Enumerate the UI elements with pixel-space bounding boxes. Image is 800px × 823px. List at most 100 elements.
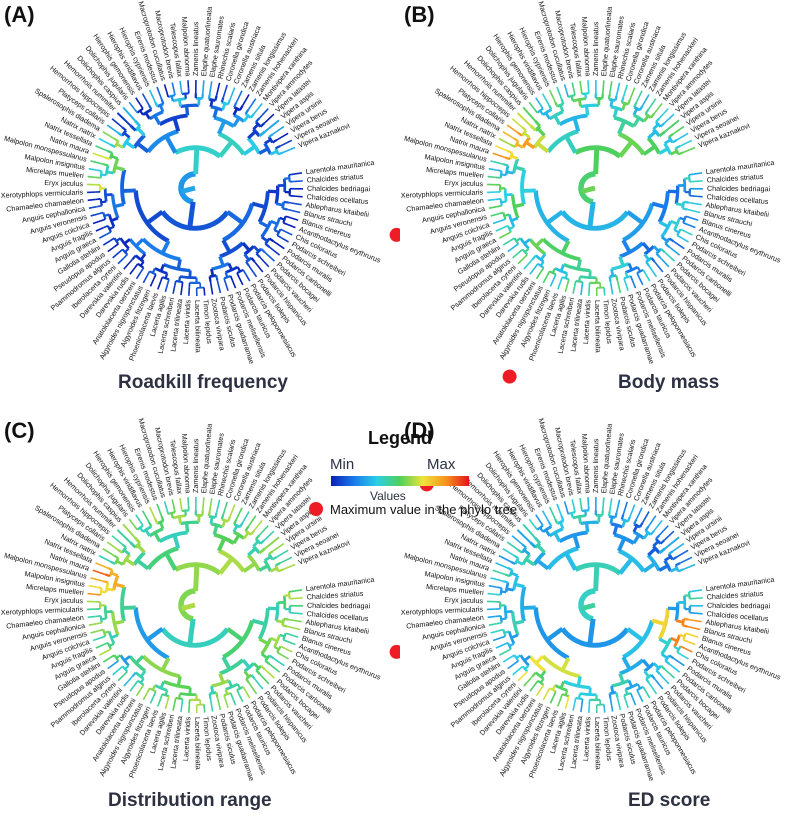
tree-branch	[109, 237, 115, 242]
tree-branch	[488, 205, 498, 209]
tree-arc	[158, 530, 188, 543]
tree-branch	[123, 258, 134, 270]
tree-branch	[682, 563, 696, 571]
species-label: Eryx jaculus	[44, 595, 83, 605]
tree-branch	[631, 697, 637, 706]
tree-branch	[580, 286, 583, 296]
species-label: Eryx jaculus	[444, 595, 483, 605]
tree-branch	[681, 237, 689, 243]
tree-branch	[260, 248, 266, 254]
species-label: Lacerta viridis	[581, 299, 593, 344]
tree-branch	[677, 151, 684, 156]
tree-branch	[573, 280, 577, 286]
tree-branch	[587, 618, 596, 646]
tree-branch	[293, 589, 303, 592]
tree-branch	[165, 91, 170, 98]
tree-branch	[564, 552, 578, 571]
tree-branch	[118, 665, 124, 671]
tree-branch	[668, 133, 674, 138]
tree-branch	[87, 198, 96, 202]
tree-branch	[157, 698, 162, 707]
species-label: Chalcides bedriagai	[707, 184, 771, 193]
tree-arc	[209, 273, 217, 278]
tree-branch	[629, 692, 634, 698]
tree-branch	[258, 525, 269, 536]
tree-branch	[139, 104, 144, 110]
tree-arc	[508, 152, 514, 160]
tree-branch	[573, 507, 576, 513]
tree-branch	[531, 254, 537, 261]
tree-branch	[215, 275, 219, 281]
tree-arc	[622, 619, 655, 660]
tree-branch	[134, 120, 141, 128]
species-label: Timon lepidus	[601, 716, 614, 762]
tree-branch	[664, 251, 675, 262]
tree-branch	[173, 280, 177, 286]
tree-branch	[510, 560, 516, 565]
tree-branch	[690, 633, 699, 638]
tree-branch	[241, 94, 250, 107]
tree-branch	[683, 200, 689, 204]
tree-branch	[201, 497, 205, 511]
tree-branch	[148, 506, 156, 520]
species-label: Lacerta bilineata	[593, 717, 603, 770]
tree-branch	[587, 497, 590, 506]
tree-branch	[659, 256, 670, 268]
tree-arc	[254, 120, 262, 128]
tree-branch	[222, 501, 228, 515]
tree-branch	[279, 139, 293, 147]
tree-branch	[164, 283, 169, 293]
tree-branch	[631, 280, 637, 289]
tree-branch	[113, 243, 119, 248]
tree-branch	[649, 112, 655, 119]
tree-branch	[259, 122, 266, 128]
tree-branch	[92, 637, 101, 642]
tree-branch	[529, 541, 537, 549]
species-label: Lacerta viridis	[181, 716, 193, 761]
tree-arc	[142, 108, 153, 116]
tree-branch	[146, 687, 151, 694]
tree-branch	[146, 270, 151, 277]
tree-arc	[621, 100, 629, 106]
tree-arc	[175, 279, 183, 284]
tree-branch	[247, 515, 257, 527]
tree-arc	[108, 152, 114, 160]
tree-branch	[259, 673, 270, 685]
tree-branch	[517, 548, 523, 554]
tree-branch	[123, 675, 134, 687]
tree-arc	[133, 190, 170, 244]
tree-branch	[682, 624, 688, 628]
tree-branch	[106, 124, 119, 134]
tree-branch	[102, 548, 115, 557]
tree-branch	[622, 84, 628, 98]
tree-branch	[654, 261, 664, 273]
tree-branch	[268, 237, 275, 243]
tree-branch	[255, 669, 261, 676]
tree-branch	[254, 678, 264, 690]
tree-arc	[502, 629, 507, 637]
tree-branch	[263, 113, 275, 124]
max-dot-icon	[309, 502, 323, 516]
tree-arc	[221, 100, 229, 106]
tree-arc	[257, 608, 270, 640]
tree-branch	[673, 657, 685, 667]
tree-branch	[107, 149, 113, 154]
tree-arc	[622, 202, 655, 243]
tree-branch	[560, 98, 565, 105]
tree-branch	[506, 541, 519, 551]
tree-branch	[664, 536, 680, 550]
tree-arc	[113, 654, 120, 662]
tree-branch	[580, 505, 583, 512]
tree-branch	[651, 618, 666, 627]
tree-arc	[575, 279, 583, 284]
tree-branch	[676, 549, 689, 558]
tree-branch	[233, 519, 238, 525]
tree-branch	[635, 507, 643, 520]
tree-branch	[502, 657, 511, 663]
tree-branch	[564, 135, 578, 154]
tree-branch	[287, 640, 296, 646]
tree-arc	[674, 564, 680, 572]
tree-branch	[620, 514, 625, 520]
tree-branch	[157, 281, 162, 290]
